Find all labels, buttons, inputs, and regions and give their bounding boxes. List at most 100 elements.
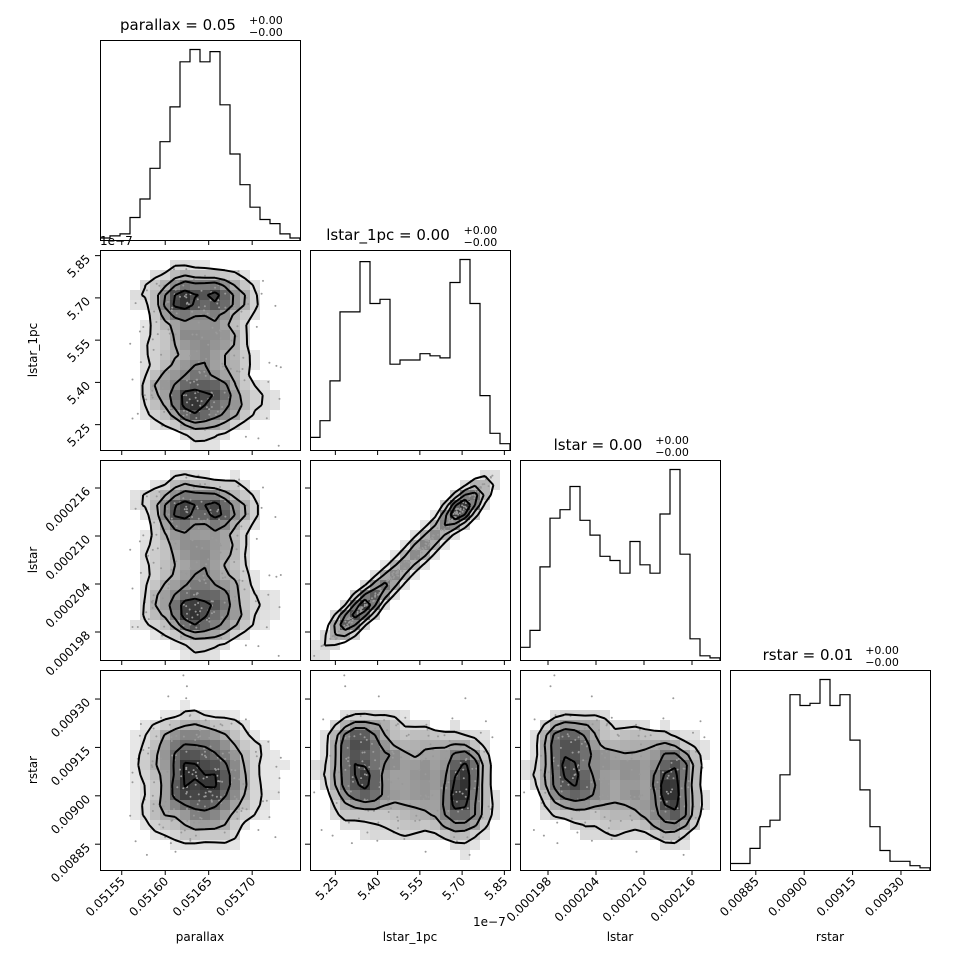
- density-cell: [640, 810, 650, 820]
- density-cell: [230, 760, 240, 770]
- sample-point: [198, 361, 200, 363]
- sample-point: [175, 312, 178, 315]
- density-cell: [190, 310, 200, 320]
- sample-point: [313, 791, 316, 794]
- density-cell: [160, 270, 170, 280]
- density-cell: [560, 730, 570, 740]
- sample-point: [576, 831, 579, 834]
- sample-point: [262, 486, 264, 489]
- density-cell: [340, 720, 350, 730]
- sample-point: [565, 800, 568, 803]
- density-cell: [640, 750, 650, 760]
- xaxis-label-lstar: lstar: [607, 930, 634, 944]
- sample-point: [219, 723, 222, 726]
- sample-point: [194, 610, 197, 613]
- density-cell: [390, 810, 400, 820]
- sample-point: [151, 606, 154, 609]
- density-cell: [320, 730, 330, 740]
- density-cell: [390, 720, 400, 730]
- density-cell: [230, 810, 240, 820]
- ytick-label-rstar: 0.00930: [48, 695, 93, 740]
- density-cell: [180, 510, 190, 520]
- density-cell: [370, 790, 380, 800]
- sample-point: [169, 842, 172, 845]
- sample-point: [475, 767, 478, 770]
- density-cell: [160, 540, 170, 550]
- density-cell: [210, 330, 220, 340]
- sample-point: [195, 350, 198, 353]
- density-cell: [260, 400, 270, 410]
- density-cell: [240, 720, 250, 730]
- density-cell: [180, 480, 190, 490]
- density-cell: [250, 350, 260, 360]
- density-cell: [400, 810, 410, 820]
- density-cell: [230, 420, 240, 430]
- density-cell: [240, 820, 250, 830]
- density-cell: [180, 380, 190, 390]
- density-cell: [680, 760, 690, 770]
- density-cell: [190, 530, 200, 540]
- density-cell: [610, 740, 620, 750]
- density-cell: [370, 780, 380, 790]
- density-cell: [260, 600, 270, 610]
- sample-point: [360, 741, 362, 744]
- density-cell: [410, 730, 420, 740]
- sample-point: [405, 560, 408, 563]
- sample-point: [278, 777, 281, 780]
- sample-point: [168, 332, 171, 335]
- sample-point: [391, 572, 394, 575]
- contour-level-1: [155, 723, 248, 831]
- sample-point: [542, 834, 545, 837]
- density-cell: [250, 300, 260, 310]
- density-cell: [410, 550, 420, 560]
- density-cell: [400, 770, 410, 780]
- density-cell: [190, 800, 200, 810]
- density-cell: [490, 790, 500, 800]
- density-cell: [390, 800, 400, 810]
- density-cell: [170, 790, 180, 800]
- density-cell: [200, 370, 210, 380]
- sample-point: [219, 759, 222, 762]
- sample-point: [377, 821, 380, 824]
- density-cell: [600, 730, 610, 740]
- sample-point: [669, 829, 672, 832]
- xtick-label-lstar: 0.000198: [504, 874, 554, 924]
- density-cell: [370, 770, 380, 780]
- density-cell: [370, 760, 380, 770]
- density-cell: [430, 830, 440, 840]
- sample-point: [424, 794, 427, 797]
- density-cell: [280, 760, 290, 770]
- density-cell: [410, 570, 420, 580]
- sample-point: [606, 795, 609, 798]
- sample-point: [216, 302, 219, 305]
- density-cell: [610, 810, 620, 820]
- density-cell: [210, 320, 220, 330]
- xtick-label-lstar_1pc: 5.85: [482, 874, 511, 903]
- density-cell: [550, 740, 560, 750]
- sample-point: [481, 483, 484, 486]
- density-cell: [630, 800, 640, 810]
- sample-point: [151, 601, 154, 604]
- density-cell: [230, 530, 240, 540]
- density-cell: [620, 820, 630, 830]
- density-cell: [210, 430, 220, 440]
- sample-point: [196, 613, 199, 616]
- sample-point: [445, 750, 448, 753]
- sample-point: [189, 381, 192, 384]
- title-main: parallax = 0.05: [120, 16, 236, 34]
- sample-point: [147, 618, 150, 621]
- sample-point: [208, 736, 211, 739]
- ytick-label-lstar: 0.000210: [43, 532, 93, 582]
- density-cell: [240, 580, 250, 590]
- density-cell: [250, 760, 260, 770]
- sample-point: [155, 282, 158, 285]
- sample-point: [185, 792, 188, 795]
- sample-point: [237, 485, 240, 488]
- density-cell: [640, 720, 650, 730]
- sample-point: [638, 728, 641, 731]
- sample-point: [161, 804, 164, 807]
- yaxis-offset-lstar_1pc: 1e−7: [100, 234, 133, 248]
- sample-point: [209, 790, 212, 793]
- sample-point: [348, 735, 351, 738]
- density-cell: [250, 500, 260, 510]
